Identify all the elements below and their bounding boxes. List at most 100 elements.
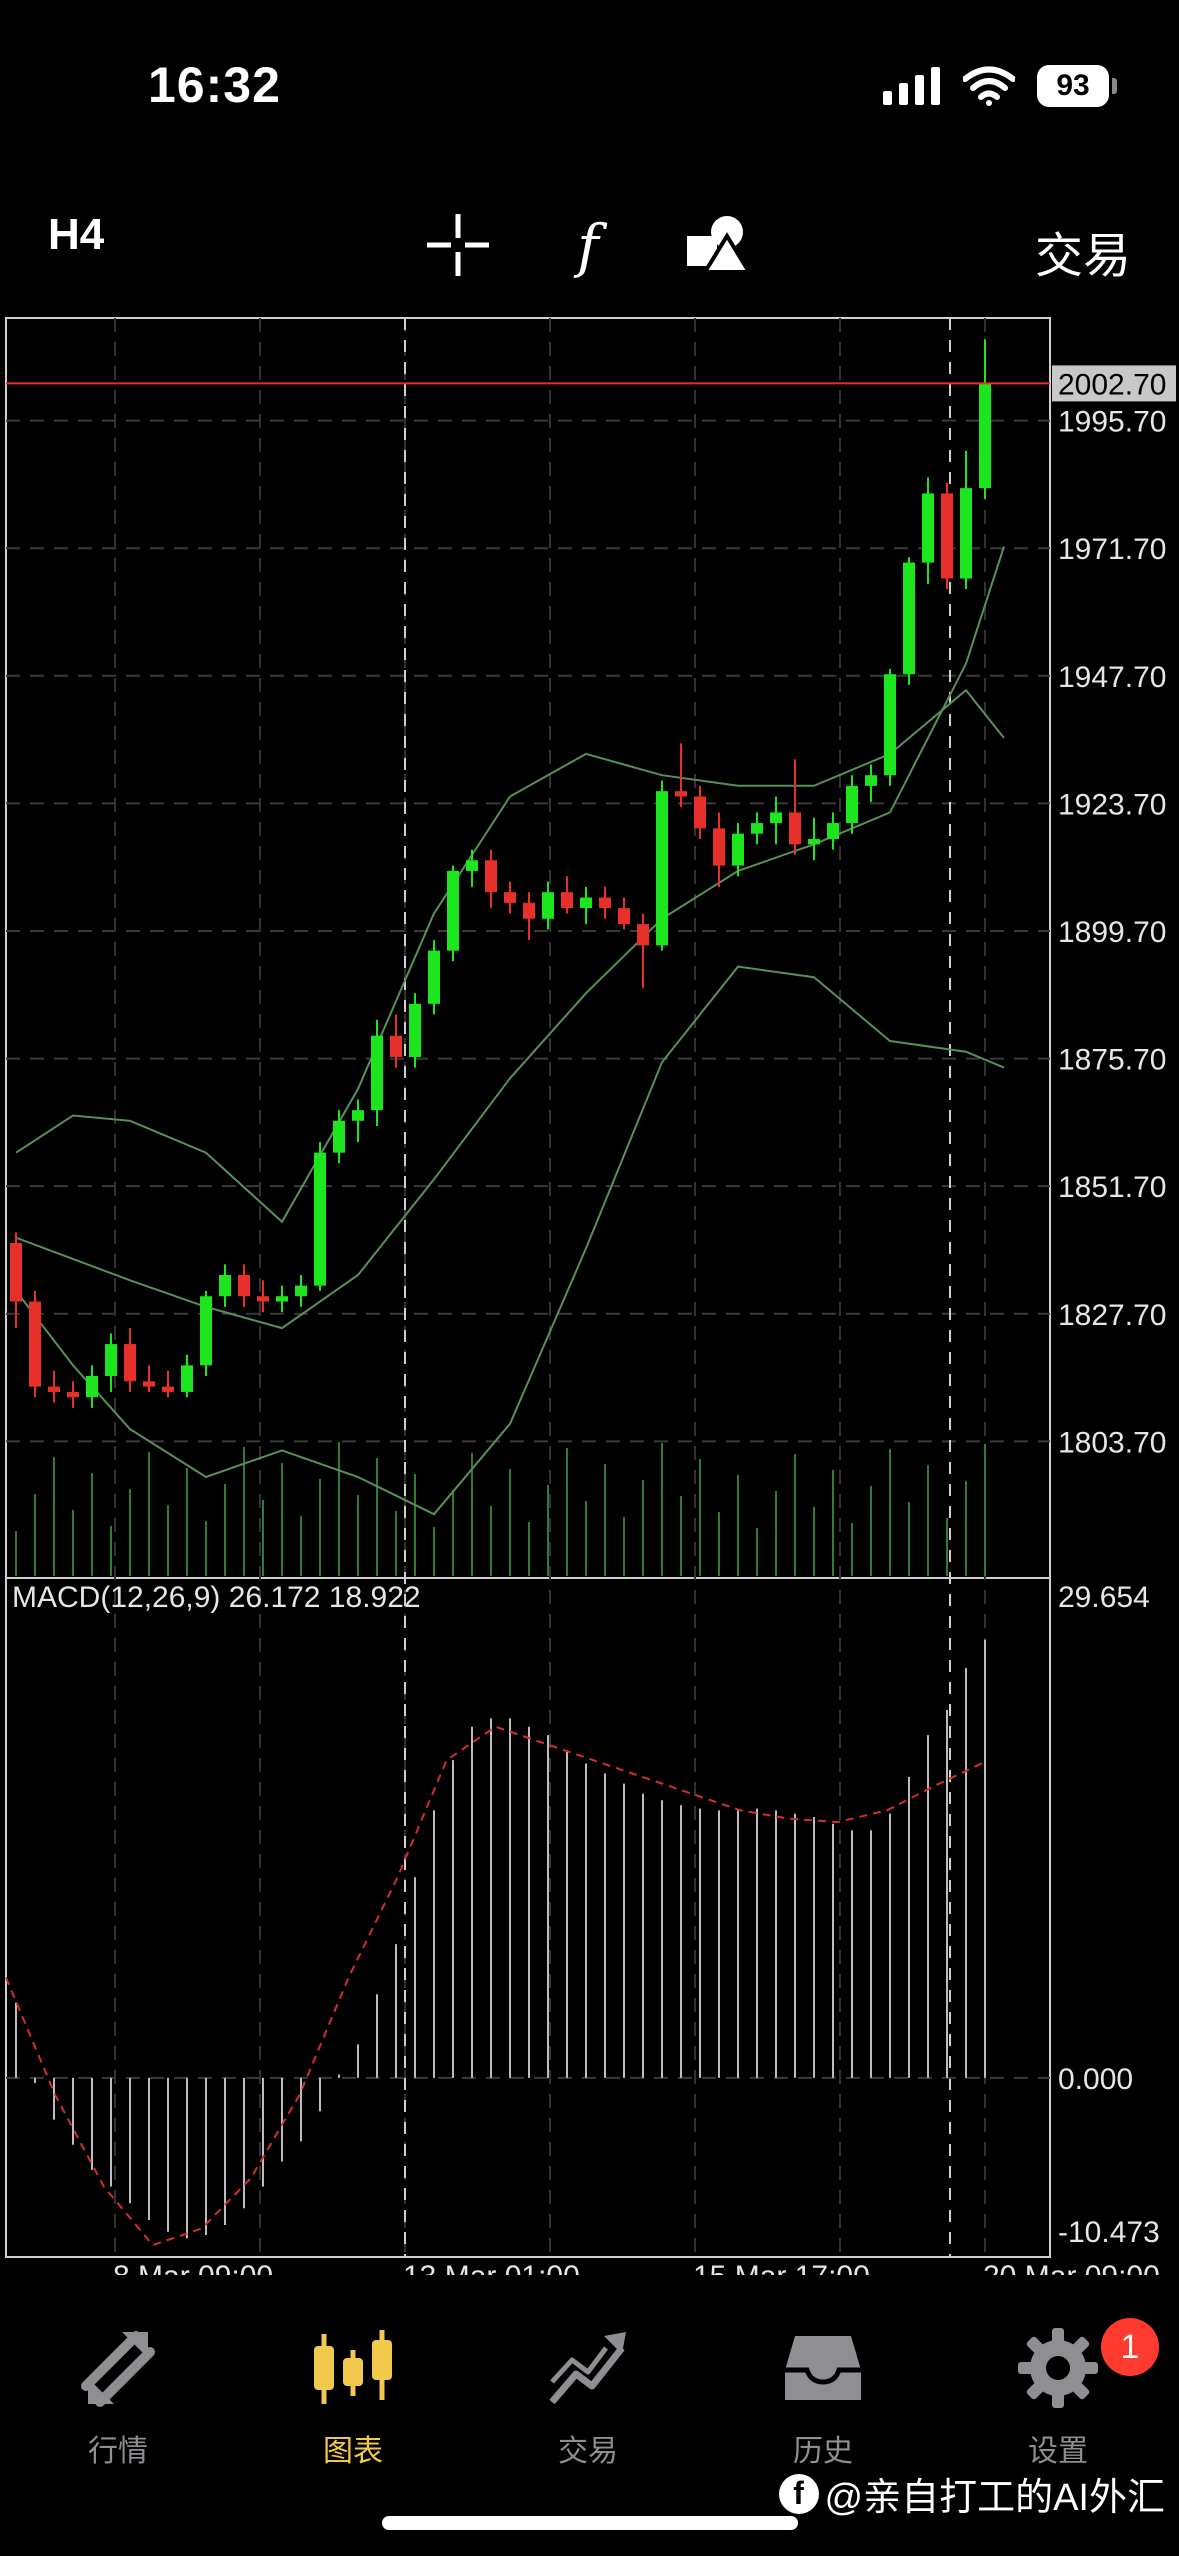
tab-history[interactable]: 历史 xyxy=(733,2318,913,2468)
tab-trade[interactable]: 交易 xyxy=(498,2318,678,2468)
tab-label: 图表 xyxy=(323,2435,383,2468)
crosshair-icon[interactable] xyxy=(423,210,493,280)
price-tick-label: 1947.70 xyxy=(1058,661,1166,694)
candle-body xyxy=(580,897,592,909)
bollinger-upper xyxy=(15,688,1005,1224)
candle-body xyxy=(732,833,744,866)
macd-label: MACD(12,26,9) 26.172 18.922 xyxy=(12,1581,421,1614)
price-chart[interactable]: 1995.70 1971.70 1947.70 1923.70 1899.70 1875.… xyxy=(0,315,1179,2275)
macd-tick-label: 29.654 xyxy=(1058,1581,1150,1614)
candle-body xyxy=(903,562,915,675)
candle-body xyxy=(143,1381,155,1387)
bollinger-middle xyxy=(15,546,1005,1330)
price-tick-label: 1995.70 xyxy=(1058,406,1166,439)
candle-body xyxy=(599,897,611,909)
current-price-box xyxy=(1052,365,1176,402)
bollinger-lower xyxy=(15,965,1005,1516)
candle-body xyxy=(447,870,459,951)
candle-body xyxy=(542,892,554,919)
candle-body xyxy=(485,860,497,893)
candle-body xyxy=(67,1391,79,1398)
candle-body xyxy=(865,775,877,786)
candle-body xyxy=(694,796,706,829)
time-tick-label: 13 Mar 01:00 xyxy=(403,2260,580,2275)
candle-body xyxy=(333,1120,345,1153)
chart-frame xyxy=(5,317,1051,2258)
settings-gear-icon xyxy=(1018,2328,1098,2408)
candle-body xyxy=(181,1365,193,1392)
wifi-icon xyxy=(963,66,1015,106)
candle-body xyxy=(922,493,934,563)
status-icons: 93 xyxy=(883,62,1117,110)
settings-badge: 1 xyxy=(1101,2318,1159,2376)
objects-icon[interactable] xyxy=(683,210,753,280)
candle-body xyxy=(637,924,649,946)
candle-body xyxy=(48,1386,60,1392)
function-icon[interactable]: f xyxy=(553,210,623,280)
facebook-icon: f xyxy=(778,2473,819,2514)
candle-body xyxy=(466,860,478,871)
candle-body xyxy=(884,674,896,776)
battery-indicator: 93 xyxy=(1037,65,1117,107)
candle-body xyxy=(618,908,630,925)
tab-settings[interactable]: 设置 xyxy=(968,2318,1148,2468)
macd-signal-line xyxy=(5,1725,986,2247)
candle-body xyxy=(979,383,991,489)
candle-body xyxy=(390,1035,402,1057)
candle-body xyxy=(257,1296,269,1302)
candles-icon xyxy=(314,2330,392,2404)
price-tick-label: 1923.70 xyxy=(1058,788,1166,821)
candle-body xyxy=(770,812,782,824)
price-tick-label: 1971.70 xyxy=(1058,533,1166,566)
candle-body xyxy=(29,1301,41,1387)
watermark: f @亲自打工的AI外汇 xyxy=(778,2466,1165,2521)
candle-body xyxy=(105,1344,117,1376)
candle-body xyxy=(10,1243,22,1302)
candle-body xyxy=(238,1274,250,1297)
candle-body xyxy=(352,1110,364,1121)
tab-label: 历史 xyxy=(793,2435,853,2468)
price-tick-label: 1875.70 xyxy=(1058,1044,1166,1077)
tab-label: 设置 xyxy=(1028,2435,1088,2468)
trade-chart-icon xyxy=(549,2332,626,2405)
candle-body xyxy=(846,785,858,824)
price-tick-label: 1899.70 xyxy=(1058,916,1166,949)
candle-body xyxy=(314,1152,326,1286)
candle-body xyxy=(789,812,801,845)
status-time: 16:32 xyxy=(148,57,281,113)
signal-icon xyxy=(883,67,940,105)
tab-label: 行情 xyxy=(88,2435,148,2468)
candle-body xyxy=(276,1296,288,1302)
candle-body xyxy=(295,1285,307,1297)
time-tick-label: 8 Mar 09:00 xyxy=(113,2260,273,2275)
price-tick-label: 1851.70 xyxy=(1058,1171,1166,1204)
quotes-arrows-icon xyxy=(81,2331,155,2407)
time-tick-label: 20 Mar 09:00 xyxy=(983,2260,1160,2275)
candle-body xyxy=(124,1344,136,1382)
candle-body xyxy=(86,1375,98,1398)
candle-body xyxy=(409,1003,421,1057)
candle-body xyxy=(675,791,687,797)
timeframe-button[interactable]: H4 xyxy=(48,210,105,259)
candle-body xyxy=(504,892,516,903)
candle-body xyxy=(428,950,440,1004)
candle-body xyxy=(200,1296,212,1366)
price-tick-label: 1827.70 xyxy=(1058,1299,1166,1332)
tab-quotes[interactable]: 行情 xyxy=(28,2318,208,2468)
candle-body xyxy=(751,823,763,834)
watermark-text: @亲自打工的AI外汇 xyxy=(824,2477,1165,2519)
candle-body xyxy=(827,823,839,840)
candle-body xyxy=(561,892,573,909)
trade-button[interactable]: 交易 xyxy=(1034,230,1131,283)
macd-tick-label: 0.000 xyxy=(1058,2063,1133,2096)
candle-body xyxy=(808,839,820,845)
home-indicator xyxy=(382,2516,798,2530)
macd-tick-label: -10.473 xyxy=(1058,2216,1160,2249)
tab-charts[interactable]: 图表 xyxy=(263,2318,443,2468)
candle-body xyxy=(219,1274,231,1297)
history-inbox-icon xyxy=(785,2336,861,2400)
candle-body xyxy=(960,488,972,579)
candle-body xyxy=(713,828,725,866)
candle-body xyxy=(371,1035,383,1111)
time-tick-label: 15 Mar 17:00 xyxy=(693,2260,870,2275)
